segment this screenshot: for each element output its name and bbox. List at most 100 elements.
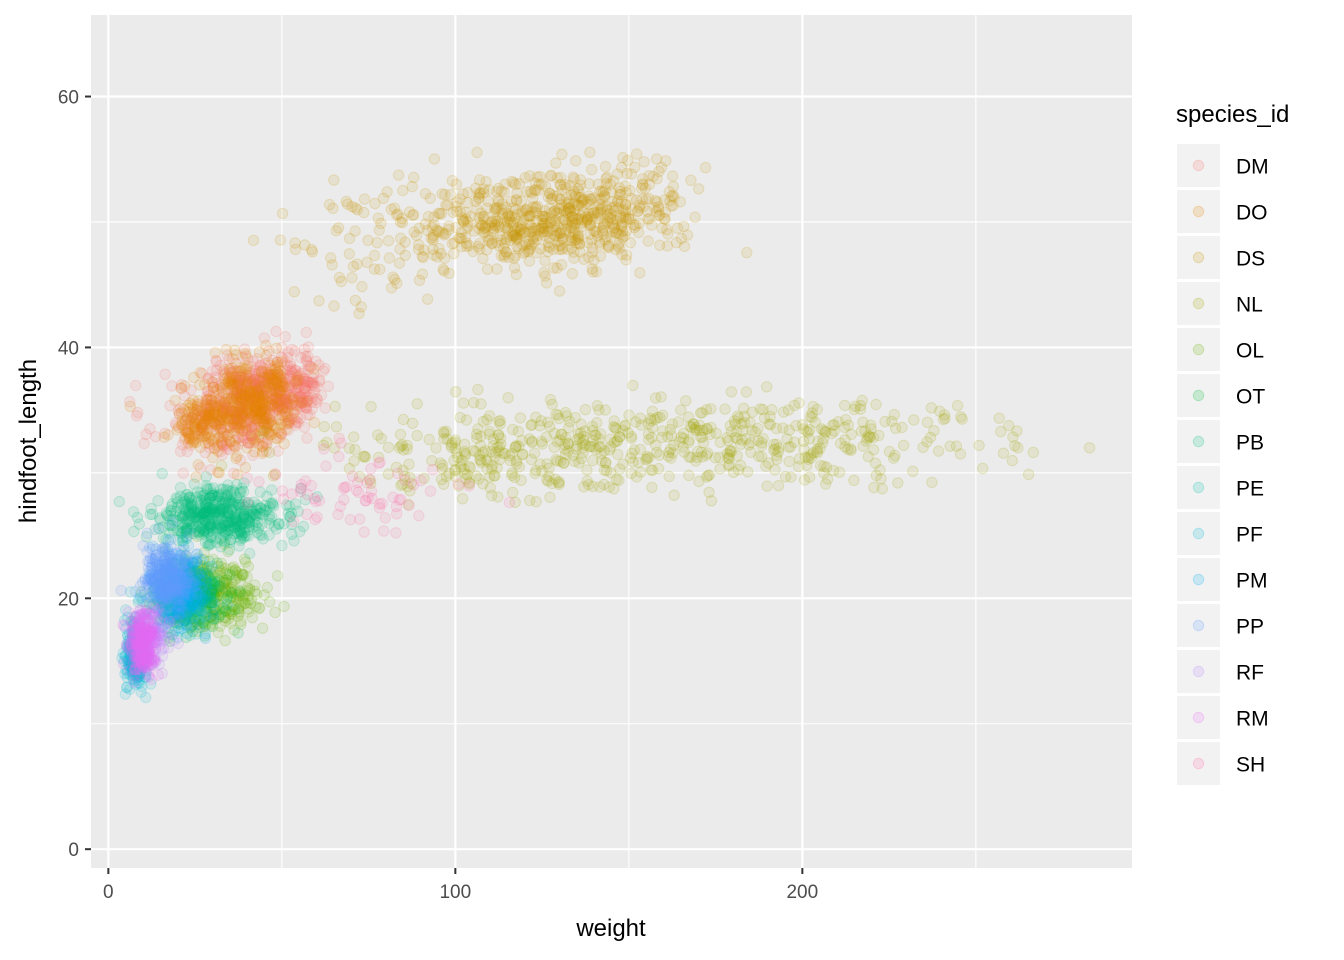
data-point — [219, 634, 231, 647]
data-point — [262, 377, 274, 389]
data-point — [271, 570, 284, 582]
data-point — [268, 392, 281, 404]
data-point — [879, 415, 891, 428]
data-point — [202, 385, 214, 397]
data-point — [907, 465, 919, 477]
data-point — [472, 383, 484, 396]
data-point — [239, 343, 251, 355]
data-point — [201, 385, 214, 398]
data-point — [214, 359, 227, 372]
data-point — [169, 394, 181, 407]
data-point — [263, 369, 275, 382]
data-point — [892, 477, 904, 489]
data-point — [471, 146, 483, 159]
data-point — [247, 234, 260, 247]
data-point — [951, 399, 964, 412]
data-point — [732, 464, 745, 476]
data-point — [249, 393, 261, 405]
data-point — [515, 474, 527, 486]
data-point — [264, 416, 277, 429]
data-point — [282, 411, 295, 423]
data-point — [382, 235, 395, 247]
data-point — [232, 376, 244, 388]
legend-swatch — [1192, 205, 1205, 218]
data-point — [298, 379, 310, 391]
data-point — [263, 345, 275, 357]
data-point — [278, 393, 290, 405]
x-axis-title: weight — [575, 915, 646, 942]
data-point — [300, 326, 312, 339]
data-point — [246, 383, 258, 395]
data-point — [356, 280, 368, 293]
legend-label: PP — [1236, 616, 1264, 639]
data-point — [821, 473, 834, 485]
data-point — [295, 478, 307, 491]
plot-panel — [91, 15, 1132, 868]
data-point — [608, 421, 620, 433]
data-point — [270, 386, 282, 398]
data-point — [956, 413, 968, 425]
data-point — [567, 171, 579, 183]
data-point — [611, 168, 624, 180]
data-point — [599, 404, 611, 416]
data-point — [214, 392, 226, 404]
data-point — [262, 373, 274, 385]
legend-item-pe: PE — [1177, 466, 1264, 509]
data-point — [191, 569, 203, 581]
data-point — [486, 237, 498, 250]
data-point — [646, 464, 659, 477]
data-point — [671, 222, 684, 234]
data-point — [925, 402, 938, 414]
data-point — [164, 553, 176, 565]
data-point — [694, 407, 707, 419]
data-point — [741, 246, 753, 259]
data-point — [815, 423, 828, 435]
data-point — [395, 440, 407, 452]
data-point — [638, 156, 650, 168]
data-point — [456, 493, 469, 505]
data-point — [140, 636, 152, 649]
data-point — [304, 409, 316, 421]
data-point — [215, 459, 228, 472]
data-point — [237, 351, 249, 363]
data-point — [954, 448, 967, 460]
data-point — [391, 508, 403, 520]
data-point — [271, 402, 283, 415]
data-point — [233, 421, 246, 434]
data-point — [248, 377, 261, 389]
data-point — [272, 445, 284, 457]
data-point — [255, 391, 267, 403]
data-point — [274, 234, 287, 246]
data-point — [236, 482, 248, 494]
legend-swatch — [1192, 343, 1205, 356]
data-point — [917, 441, 929, 453]
data-point — [239, 410, 251, 422]
data-point — [265, 400, 277, 412]
legend-swatch — [1192, 619, 1205, 632]
data-point — [308, 493, 321, 505]
data-point — [249, 421, 261, 433]
data-point — [164, 533, 177, 546]
data-point — [273, 518, 285, 530]
data-point — [448, 247, 460, 260]
data-point — [286, 381, 298, 394]
data-point — [928, 425, 940, 437]
data-point — [275, 388, 287, 400]
data-point — [266, 385, 279, 397]
data-point — [259, 415, 271, 427]
data-point — [265, 401, 278, 413]
data-point — [179, 380, 191, 392]
data-point — [245, 411, 257, 423]
data-point — [282, 397, 294, 410]
data-point — [255, 389, 267, 401]
data-point — [512, 425, 525, 438]
data-point — [413, 274, 426, 286]
data-point — [254, 364, 267, 377]
legend-item-sh: SH — [1177, 742, 1265, 785]
data-point — [218, 373, 230, 385]
data-point — [259, 377, 272, 389]
data-point — [507, 486, 519, 499]
data-point — [340, 481, 353, 493]
data-point — [287, 515, 300, 527]
data-point — [699, 161, 712, 174]
